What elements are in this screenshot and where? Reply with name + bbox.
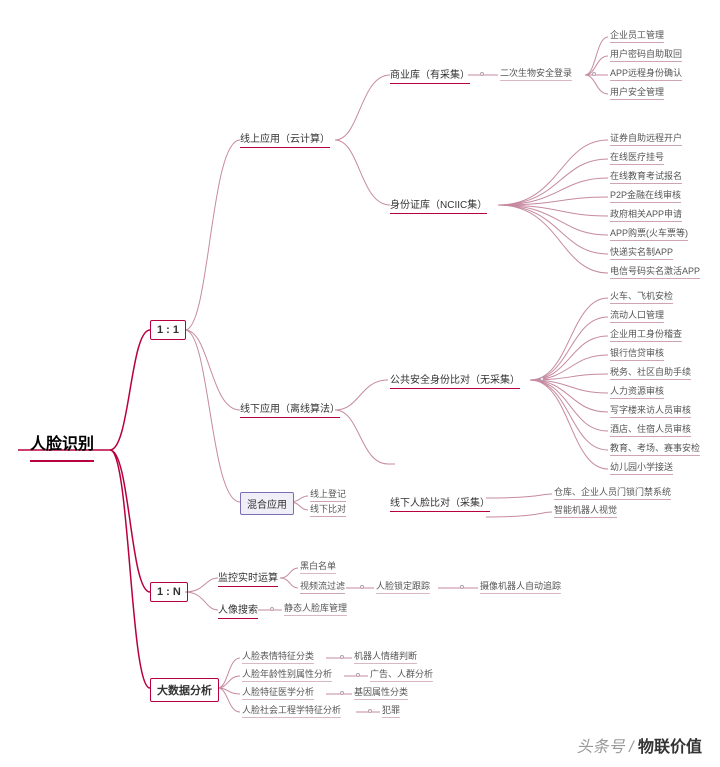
node-commercial-db: 商业库（有采集） xyxy=(390,66,470,84)
node-c9: 人脸社会工程学特征分析 xyxy=(242,703,341,718)
leaf-f39: 教育、考场、赛事安检 xyxy=(610,441,700,456)
leaf-f11: 企业员工管理 xyxy=(610,28,664,43)
node-bio-login: 二次生物安全登录 xyxy=(500,66,572,81)
footer-prefix: 头条号 / xyxy=(577,739,638,756)
leaf-f34: 银行信贷审核 xyxy=(610,346,664,361)
leaf-f33: 企业用工身份稽查 xyxy=(610,327,682,342)
node-c8: 人脸特征医学分析 xyxy=(242,685,314,700)
branch-bigdata: 大数据分析 xyxy=(150,678,219,702)
node-offline-compare: 线下人脸比对（采集） xyxy=(390,494,490,512)
node-c6: 人脸表情特征分类 xyxy=(242,649,314,664)
node-online: 线上应用（云计算） xyxy=(240,130,330,148)
leaf-d6: 线下比对 xyxy=(310,502,346,517)
node-mixed: 混合应用 xyxy=(240,492,294,515)
leaf-f32: 流动人口管理 xyxy=(610,308,664,323)
connector-dot xyxy=(460,585,464,589)
leaf-d8: 视频流过滤 xyxy=(300,579,345,594)
leaf-d9: 静态人脸库管理 xyxy=(284,601,347,616)
leaf-f25: 政府相关APP申请 xyxy=(610,207,682,222)
leaf-f13: APP远程身份确认 xyxy=(610,66,682,81)
leaf-f23: 在线教育考试报名 xyxy=(610,169,682,184)
leaf-e91: 犯罪 xyxy=(382,703,400,718)
branch-1-n: 1 : N xyxy=(150,582,188,602)
leaf-f38: 酒店、住宿人员审核 xyxy=(610,422,691,437)
node-pubsec: 公共安全身份比对（无采集） xyxy=(390,371,520,389)
leaf-f36: 人力资源审核 xyxy=(610,384,664,399)
connector-dot xyxy=(340,655,344,659)
connector-dot xyxy=(270,607,274,611)
leaf-f31: 火车、飞机安检 xyxy=(610,289,673,304)
leaf-d7: 黑白名单 xyxy=(300,559,336,574)
footer-brand: 物联价值 xyxy=(638,739,702,756)
connector-dot xyxy=(368,709,372,713)
leaf-e61: 机器人情绪判断 xyxy=(354,649,417,664)
connector-dot xyxy=(592,72,596,76)
leaf-f21: 证券自助远程开户 xyxy=(610,131,682,146)
connector-dot xyxy=(360,585,364,589)
branch-1-1: 1 : 1 xyxy=(150,320,186,340)
leaf-f35: 税务、社区自助手续 xyxy=(610,365,691,380)
leaf-d5: 线上登记 xyxy=(310,487,346,502)
leaf-f14: 用户安全管理 xyxy=(610,85,664,100)
leaf-f27: 快递实名制APP xyxy=(610,245,673,260)
leaf-f37: 写字楼来访人员审核 xyxy=(610,403,691,418)
footer-credit: 头条号 / 物联价值 xyxy=(577,733,702,757)
connector-dot xyxy=(356,673,360,677)
leaf-f28: 电信号码实名激活APP xyxy=(610,264,700,279)
node-c7: 人脸年龄性别属性分析 xyxy=(242,667,332,682)
leaf-f12: 用户密码自助取回 xyxy=(610,47,682,62)
leaf-f42: 智能机器人视觉 xyxy=(554,503,617,518)
leaf-e81: 基因属性分类 xyxy=(354,685,408,700)
leaf-f22: 在线医疗挂号 xyxy=(610,150,664,165)
leaf-e71: 广告、人群分析 xyxy=(370,667,433,682)
node-offline: 线下应用（离线算法） xyxy=(240,400,340,418)
node-id-db: 身份证库（NCIIC集） xyxy=(390,196,487,214)
node-monitor: 监控实时运算 xyxy=(218,569,278,587)
leaf-f24: P2P金融在线审核 xyxy=(610,188,681,203)
leaf-e82a: 人脸锁定跟踪 xyxy=(376,579,430,594)
leaf-f26: APP购票(火车票等) xyxy=(610,226,688,241)
leaf-f41: 仓库、企业人员门锁门禁系统 xyxy=(554,485,671,500)
leaf-e82b: 摄像机器人自动追踪 xyxy=(480,579,561,594)
leaf-f310: 幼儿园小学接送 xyxy=(610,460,673,475)
root-node: 人脸识别 xyxy=(30,430,94,462)
connector-dot xyxy=(480,72,484,76)
node-search: 人像搜索 xyxy=(218,601,258,619)
connector-dot xyxy=(340,691,344,695)
connector-dot xyxy=(540,377,544,381)
